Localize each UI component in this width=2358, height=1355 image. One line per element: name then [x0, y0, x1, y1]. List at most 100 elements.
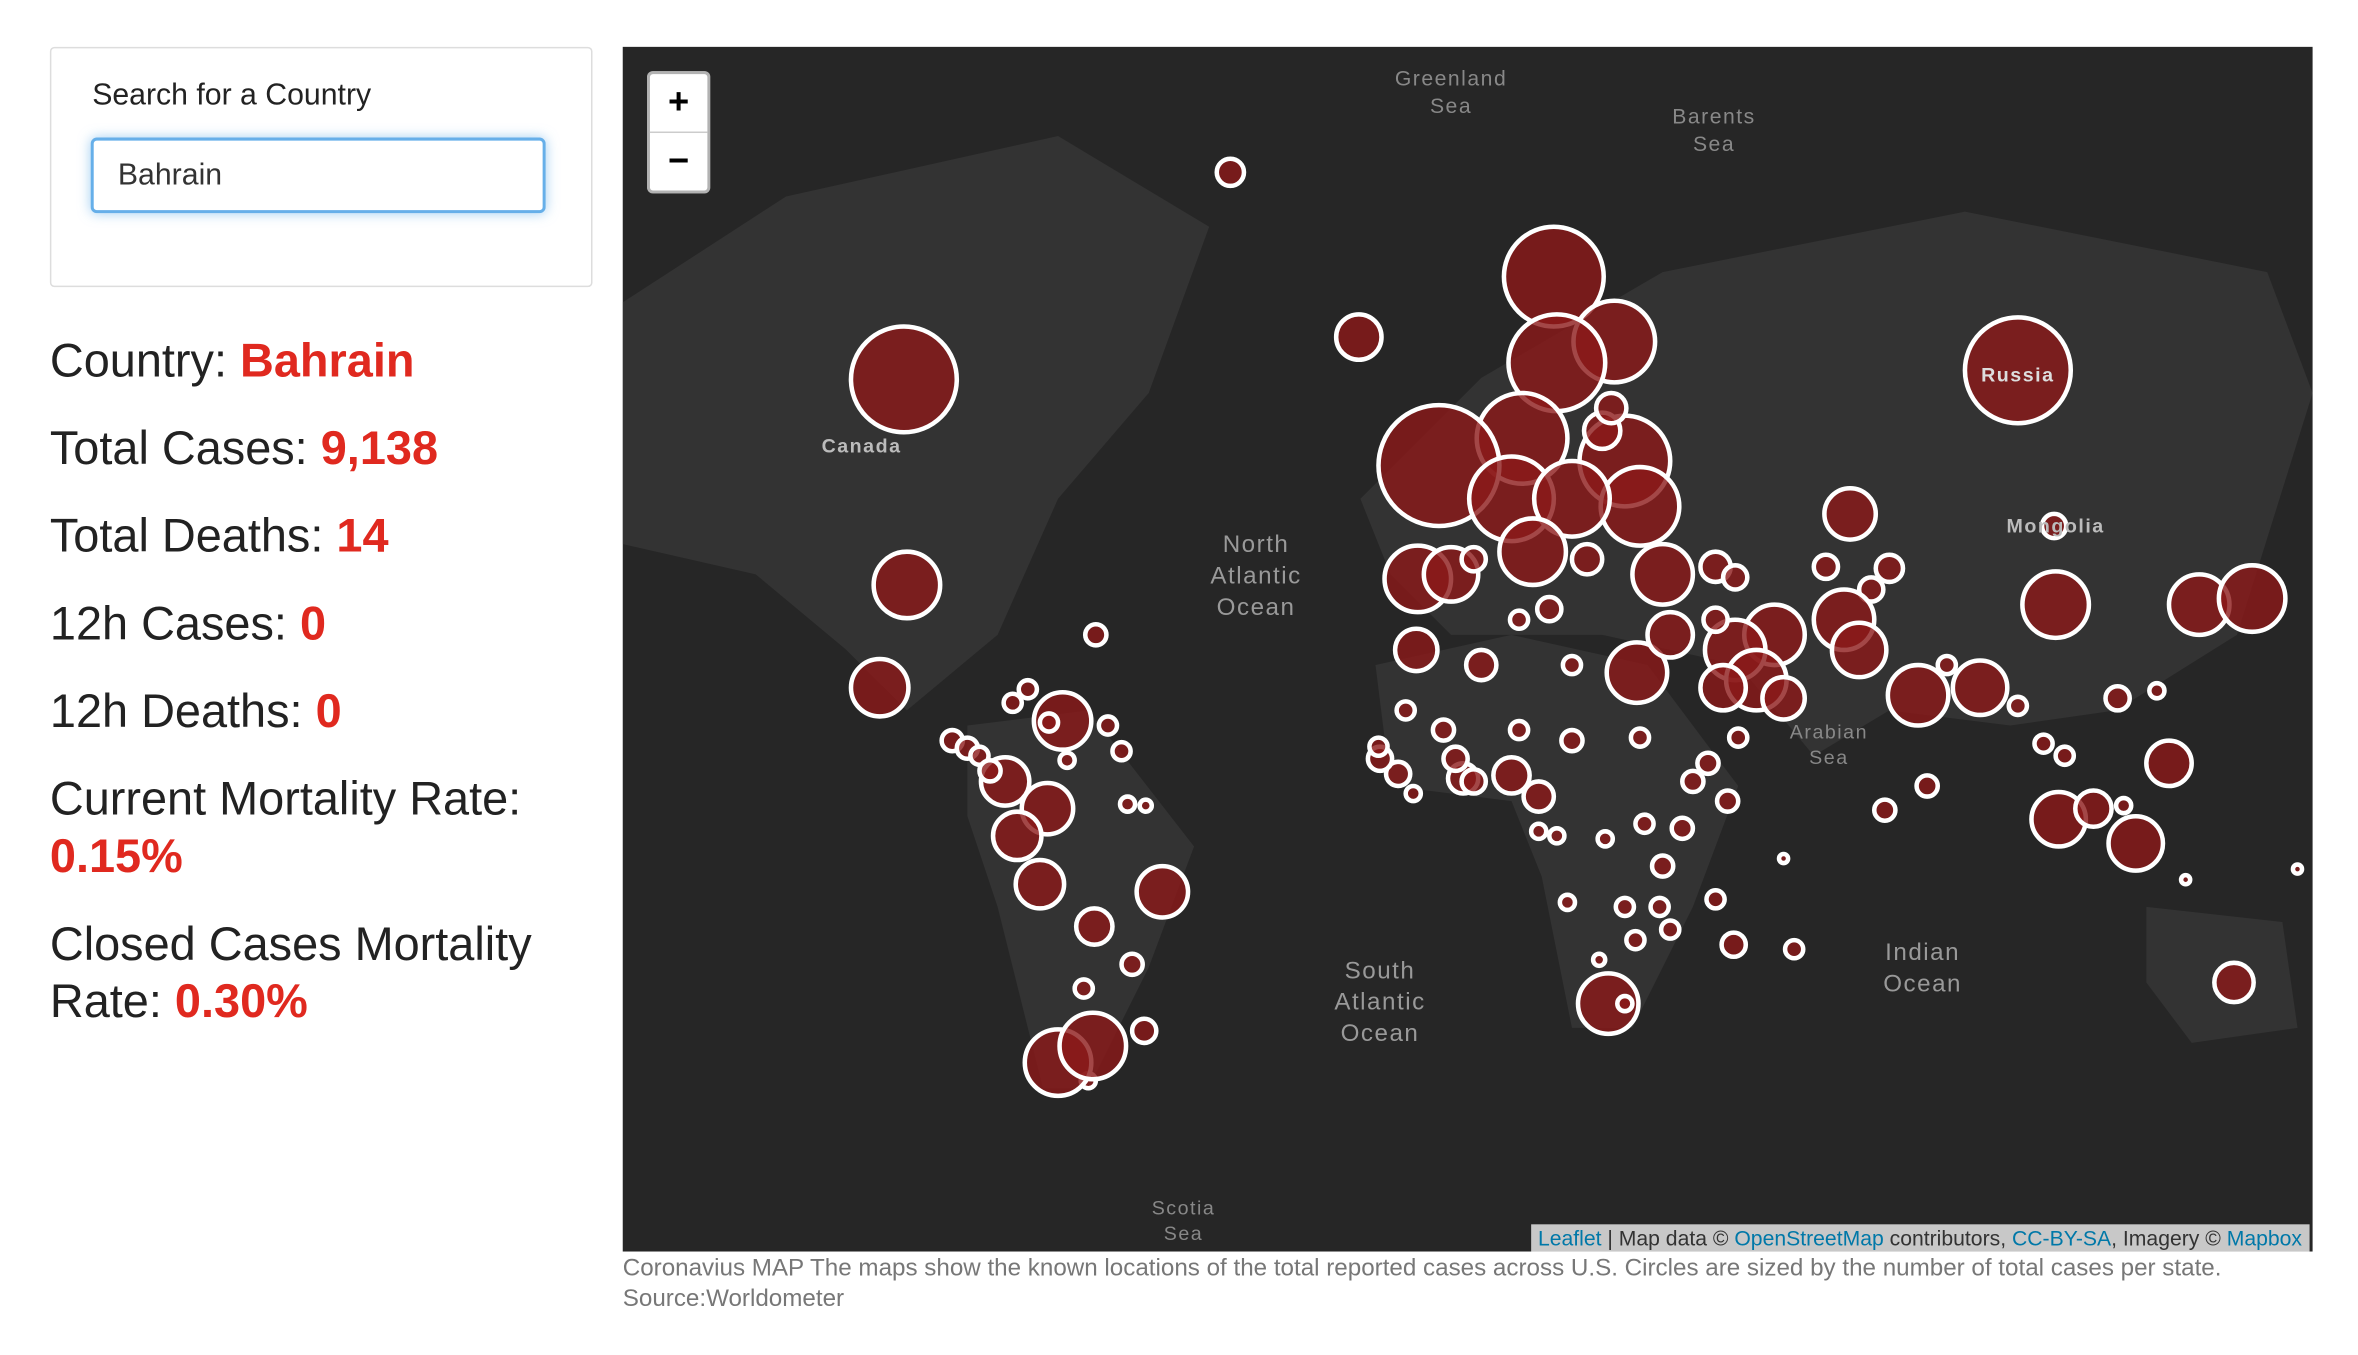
- case-circle: [1547, 826, 1567, 846]
- case-circle: [1096, 714, 1120, 737]
- case-circle: [1394, 699, 1418, 722]
- case-circle: [1333, 312, 1384, 363]
- cc-link[interactable]: CC-BY-SA: [2011, 1225, 2112, 1251]
- case-circle: [1557, 892, 1578, 913]
- case-circle: [990, 809, 1044, 863]
- leaflet-link[interactable]: Leaflet: [1537, 1225, 1602, 1251]
- stat-row: Total Deaths: 14: [50, 508, 594, 565]
- case-circle: [2290, 862, 2305, 876]
- case-circle: [1137, 797, 1155, 814]
- case-circle: [2178, 872, 2193, 887]
- mapbox-link[interactable]: Mapbox: [2226, 1225, 2303, 1251]
- case-circle: [1698, 662, 1749, 713]
- map[interactable]: Greenland Sea Barents Sea North Atlantic Ocean…: [622, 46, 2313, 1252]
- stat-row: 12h Cases: 0: [50, 596, 594, 653]
- map-label: Arabian: [1790, 721, 1868, 743]
- case-circle: [1726, 726, 1750, 749]
- stat-label: Total Deaths:: [49, 509, 324, 563]
- case-circle: [1057, 750, 1077, 771]
- case-circle: [1534, 594, 1564, 624]
- case-circle: [2032, 732, 2055, 755]
- zoom-control: + −: [646, 71, 711, 194]
- case-circle: [1649, 853, 1676, 879]
- case-circle: [1441, 744, 1470, 774]
- case-circle: [1016, 677, 1040, 701]
- case-circle: [1822, 485, 1879, 542]
- case-circle: [1463, 647, 1499, 683]
- case-circle: [1497, 516, 1569, 588]
- map-label: Russia: [1981, 365, 2054, 387]
- case-circle: [2103, 683, 2132, 713]
- stat-row: Closed Cases Mortality Rate: 0.30%: [50, 916, 594, 1031]
- stat-row: Current Mortality Rate: 0.15%: [50, 771, 594, 886]
- case-circle: [1624, 928, 1647, 952]
- search-input[interactable]: Bahrain: [90, 137, 546, 214]
- osm-link[interactable]: OpenStreetMap: [1734, 1225, 1884, 1251]
- case-circle: [1914, 773, 1941, 799]
- case-circle: [1531, 458, 1613, 539]
- stat-label: Current Mortality Rate:: [49, 772, 522, 826]
- case-circle: [1719, 930, 1749, 960]
- case-circle: [1119, 951, 1145, 978]
- case-circle: [1760, 674, 1807, 722]
- case-circle: [1117, 794, 1138, 814]
- stat-label: Country:: [49, 334, 227, 387]
- case-circle: [1403, 783, 1424, 804]
- case-circle: [1507, 608, 1531, 632]
- case-circle: [1776, 851, 1791, 866]
- case-circle: [1615, 993, 1635, 1014]
- stat-value: 0.30%: [174, 974, 308, 1028]
- stat-value: 14: [336, 509, 389, 563]
- case-circle: [2006, 694, 2030, 718]
- stat-row: 12h Deaths: 0: [50, 683, 594, 740]
- map-label: Scotia: [1152, 1197, 1216, 1219]
- zoom-out[interactable]: −: [668, 140, 690, 182]
- case-circle: [1110, 739, 1133, 763]
- case-circle: [1595, 829, 1616, 849]
- case-circle: [1695, 750, 1721, 777]
- case-circle: [1613, 895, 1637, 919]
- zoom-in[interactable]: +: [649, 74, 708, 134]
- case-circle: [1648, 895, 1671, 919]
- map-label: Atlantic: [1210, 562, 1301, 589]
- case-circle: [1001, 691, 1025, 715]
- stat-value: 0: [299, 597, 327, 650]
- map-label: Atlantic: [1334, 989, 1425, 1016]
- case-circle: [1598, 464, 1682, 548]
- map-label: South: [1345, 957, 1416, 984]
- case-circle: [848, 324, 960, 435]
- case-circle: [1569, 541, 1605, 577]
- case-circle: [1528, 821, 1549, 842]
- case-circle: [1645, 609, 1696, 660]
- map-label: Ocean: [1341, 1020, 1420, 1047]
- map-label: Greenland: [1395, 68, 1507, 91]
- map-label: Sea: [1430, 95, 1472, 118]
- case-circle: [1669, 815, 1696, 842]
- stat-label: Total Cases:: [49, 421, 308, 475]
- case-circle: [2039, 511, 2069, 541]
- map-label: Sea: [1809, 747, 1848, 769]
- map-label: Canada: [822, 436, 902, 458]
- stats: Country: Bahrain Total Cases: 9,138 Total …: [50, 333, 594, 1062]
- case-circles: [848, 156, 2305, 1099]
- case-circle: [1134, 863, 1191, 920]
- case-circle: [848, 656, 911, 719]
- case-circle: [1459, 767, 1489, 796]
- case-circle: [1885, 662, 1951, 728]
- stat-row: Total Cases: 9,138: [50, 420, 594, 477]
- case-circle: [2147, 680, 2167, 701]
- case-circle: [1720, 563, 1750, 592]
- map-canvas: Greenland Sea Barents Sea North Atlantic Ocean…: [622, 68, 2313, 1245]
- stat-label: 12h Deaths:: [49, 684, 303, 738]
- case-circle: [1811, 552, 1841, 582]
- stat-label: Closed Cases Mortality Rate:: [49, 917, 532, 1028]
- case-circle: [1873, 552, 1906, 585]
- case-circle: [1590, 951, 1608, 969]
- case-circle: [1871, 797, 1898, 824]
- case-circle: [1521, 779, 1557, 814]
- search-panel: Search for a Country Bahrain: [49, 46, 593, 288]
- case-circle: [1392, 626, 1440, 674]
- case-circle: [2113, 795, 2134, 816]
- map-label: Barents: [1672, 105, 1756, 128]
